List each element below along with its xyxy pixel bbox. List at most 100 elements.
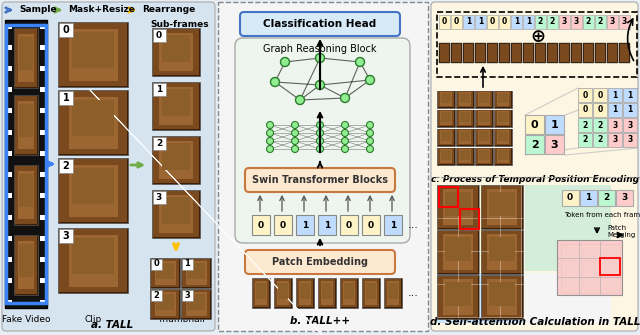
Bar xyxy=(608,133,622,147)
Bar xyxy=(152,190,200,238)
Bar xyxy=(40,87,45,92)
Bar xyxy=(495,148,511,164)
Text: 1: 1 xyxy=(184,260,190,268)
Bar xyxy=(600,258,620,275)
Bar xyxy=(439,43,450,63)
Bar xyxy=(494,90,512,108)
Bar xyxy=(438,231,478,273)
Bar xyxy=(457,148,473,164)
Text: 0: 0 xyxy=(582,106,588,115)
Bar xyxy=(340,215,358,235)
Bar xyxy=(460,93,470,103)
Bar xyxy=(593,88,607,102)
FancyBboxPatch shape xyxy=(240,12,400,36)
Circle shape xyxy=(367,145,374,152)
Bar xyxy=(535,15,546,29)
Text: 0: 0 xyxy=(153,260,159,268)
Bar xyxy=(7,87,12,92)
Bar xyxy=(15,29,37,87)
Bar xyxy=(439,187,458,207)
Bar xyxy=(187,293,205,310)
Text: 3: 3 xyxy=(610,17,615,26)
Bar xyxy=(561,244,620,293)
Bar xyxy=(439,15,450,29)
Bar xyxy=(68,28,118,80)
Bar xyxy=(548,44,557,62)
Text: ...: ... xyxy=(408,288,419,298)
Text: 2: 2 xyxy=(63,161,69,171)
Bar xyxy=(59,91,127,154)
Bar xyxy=(40,45,45,50)
Bar xyxy=(153,83,166,96)
Text: 2: 2 xyxy=(597,135,603,144)
Bar xyxy=(182,259,193,270)
Bar xyxy=(475,147,493,165)
Bar xyxy=(525,185,611,271)
Bar xyxy=(296,215,314,235)
Bar xyxy=(14,165,38,225)
Bar xyxy=(457,91,473,107)
Bar xyxy=(437,147,455,165)
Bar xyxy=(619,43,630,63)
Bar xyxy=(490,282,515,306)
Bar xyxy=(59,229,127,292)
Bar xyxy=(593,103,607,117)
Text: 1: 1 xyxy=(550,120,558,130)
Bar xyxy=(452,44,461,62)
Circle shape xyxy=(317,122,323,129)
Bar xyxy=(151,290,179,318)
Text: Classification Head: Classification Head xyxy=(264,19,376,29)
Bar xyxy=(525,135,544,154)
Bar xyxy=(598,190,615,206)
Bar xyxy=(498,112,508,122)
Text: 0: 0 xyxy=(454,17,459,26)
Text: Sub-frames: Sub-frames xyxy=(150,20,209,29)
Bar xyxy=(490,192,515,216)
Bar xyxy=(499,15,510,29)
Bar xyxy=(578,133,592,147)
Circle shape xyxy=(316,54,324,63)
Text: a. TALL: a. TALL xyxy=(91,320,133,330)
Bar xyxy=(363,279,379,307)
Bar xyxy=(153,191,166,204)
Bar xyxy=(58,22,128,87)
Bar xyxy=(365,282,376,299)
Text: 1: 1 xyxy=(627,90,632,99)
Bar xyxy=(6,25,46,303)
Bar xyxy=(365,281,378,305)
Bar xyxy=(68,164,118,216)
Text: 2: 2 xyxy=(598,17,603,26)
Text: 0: 0 xyxy=(567,194,573,202)
Bar xyxy=(444,279,473,315)
Bar xyxy=(40,257,45,262)
Text: 1: 1 xyxy=(63,93,69,103)
Circle shape xyxy=(367,137,374,144)
Bar xyxy=(444,234,473,270)
Bar xyxy=(497,111,509,125)
Bar xyxy=(321,281,333,305)
Bar xyxy=(59,159,127,222)
Bar xyxy=(68,96,118,148)
Bar xyxy=(181,258,211,288)
Bar xyxy=(620,44,629,62)
Bar xyxy=(535,43,546,63)
Bar xyxy=(608,44,617,62)
Bar xyxy=(342,281,355,305)
Bar xyxy=(523,15,534,29)
Bar xyxy=(511,15,522,29)
Bar xyxy=(182,290,210,318)
Bar xyxy=(152,136,200,184)
Circle shape xyxy=(342,122,349,129)
Bar xyxy=(482,231,522,273)
Text: 2: 2 xyxy=(550,17,555,26)
Bar xyxy=(186,292,207,316)
Text: 3: 3 xyxy=(562,17,567,26)
Bar xyxy=(437,185,479,229)
Bar xyxy=(156,263,174,279)
Bar xyxy=(159,87,193,125)
Bar xyxy=(445,237,470,261)
Text: 2: 2 xyxy=(538,17,543,26)
Circle shape xyxy=(280,58,289,67)
Bar xyxy=(59,23,73,37)
Bar xyxy=(274,278,292,308)
